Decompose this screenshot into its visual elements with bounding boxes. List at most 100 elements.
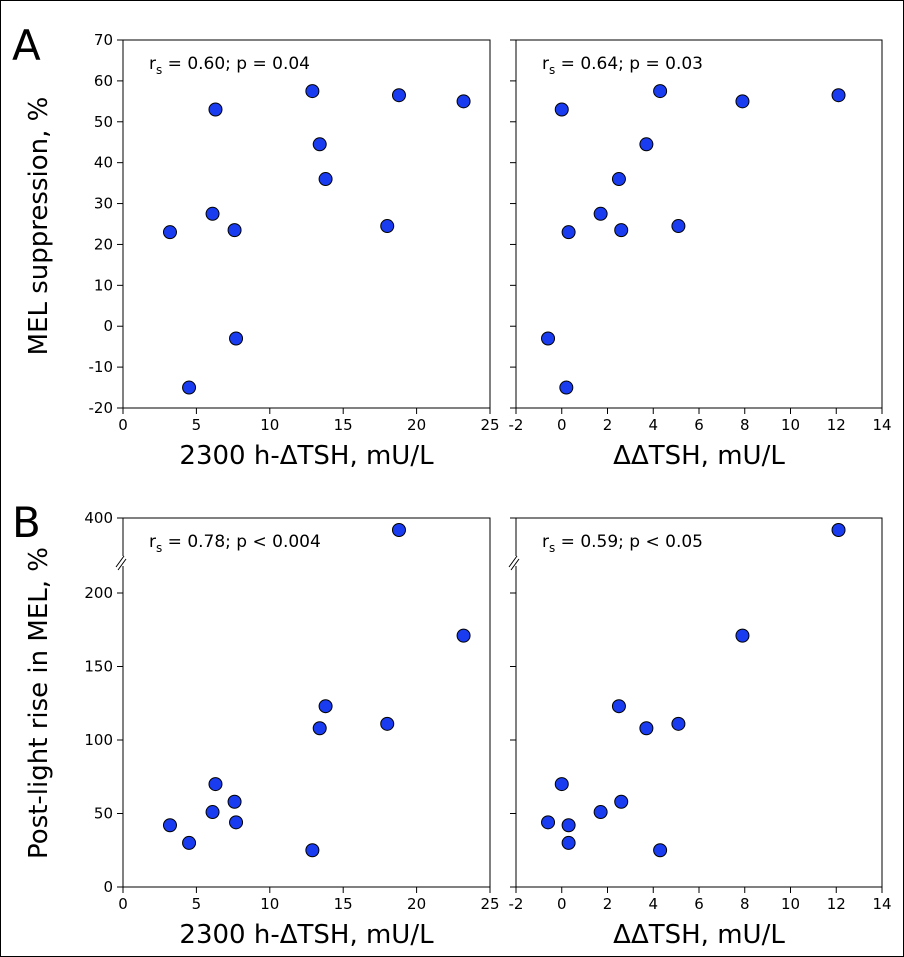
data-point (614, 223, 629, 238)
data-point (735, 628, 750, 643)
data-point (456, 94, 471, 109)
data-point (541, 331, 556, 346)
axis-break-mark (117, 558, 127, 571)
x-tick-label: 8 (740, 895, 750, 913)
data-point (380, 716, 395, 731)
x-tick-label: 0 (557, 416, 567, 434)
panel-letter-b: B (12, 498, 41, 547)
y-tick-label-top: 400 (84, 509, 113, 527)
y-tick-label: 10 (94, 276, 113, 294)
correlation-annotation: rs = 0.78; p < 0.004 (149, 532, 321, 555)
ylabel-a: MEL suppression, % (24, 97, 54, 356)
data-point (318, 172, 333, 187)
data-point (205, 206, 220, 221)
y-tick-label: -20 (89, 399, 114, 417)
correlation-annotation: rs = 0.60; p = 0.04 (149, 54, 310, 77)
plot-frame (122, 39, 491, 409)
data-point (639, 721, 654, 736)
x-tick-label: 10 (781, 416, 800, 434)
x-tick-label: 6 (694, 895, 704, 913)
axis-break-mark (115, 555, 125, 568)
y-tick-label: 150 (84, 658, 113, 676)
x-tick-label: 4 (648, 895, 658, 913)
x-tick-label: 10 (260, 895, 279, 913)
data-point (208, 777, 223, 792)
x-tick-label: 6 (694, 416, 704, 434)
y-tick-label: -10 (89, 358, 114, 376)
data-point (559, 380, 574, 395)
plot-frame (122, 517, 491, 888)
data-point (735, 94, 750, 109)
x-tick-label: 12 (827, 895, 846, 913)
data-point (162, 225, 177, 240)
x-tick-label: 20 (407, 895, 426, 913)
axis-break-mark (508, 555, 518, 568)
data-point (305, 843, 320, 858)
x-tick-label: 14 (872, 895, 891, 913)
data-point (614, 794, 629, 809)
y-tick-label: 0 (103, 878, 113, 896)
x-tick-label: 10 (260, 416, 279, 434)
data-point (593, 206, 608, 221)
y-tick-label: 40 (94, 154, 113, 172)
data-point (318, 699, 333, 714)
panel-b-left: 0 5 10 15 20 25 0 50 100 150 200 400 rs = 0.78; p < … (84, 509, 499, 950)
data-point (227, 223, 242, 238)
x-axis-label: ΔΔTSH, mU/L (613, 920, 785, 950)
y-tick-label: 0 (103, 317, 113, 335)
data-point (831, 88, 846, 103)
x-axis-label: 2300 h-ΔTSH, mU/L (179, 441, 434, 471)
data-point (653, 843, 668, 858)
correlation-annotation: rs = 0.59; p < 0.05 (542, 532, 703, 555)
x-tick-label: 15 (334, 416, 353, 434)
data-point (554, 102, 569, 117)
data-point (182, 380, 197, 395)
x-tick-label: 8 (740, 416, 750, 434)
y-tick-label: 20 (94, 235, 113, 253)
data-point (205, 805, 220, 820)
y-tick-label: 100 (84, 731, 113, 749)
data-point (391, 523, 406, 537)
y-tick-label: 30 (94, 195, 113, 213)
data-point (182, 835, 197, 850)
axis-break-gap (513, 556, 519, 566)
data-point (541, 815, 556, 830)
data-point (639, 137, 654, 152)
data-point (229, 815, 244, 830)
x-axis-label: ΔΔTSH, mU/L (613, 441, 785, 471)
correlation-annotation: rs = 0.64; p = 0.03 (542, 54, 703, 77)
data-point (554, 777, 569, 792)
x-tick-label: 0 (118, 416, 128, 434)
panel-letter-a: A (12, 21, 41, 70)
data-point (456, 628, 471, 643)
x-tick-label: 5 (192, 416, 202, 434)
x-tick-label: 15 (334, 895, 353, 913)
x-tick-label: 25 (480, 416, 499, 434)
x-tick-label: 4 (648, 416, 658, 434)
data-point (611, 172, 626, 187)
data-point (312, 137, 327, 152)
panel-a-left: 0 5 10 15 20 25 -20 -10 0 10 20 30 40 50 60 70 rs = 0.60… (89, 31, 500, 471)
axis-break-gap (120, 556, 126, 566)
data-point (391, 88, 406, 103)
panel-a-right: -2 0 2 4 6 8 10 12 14 rs = 0.64; p = 0.03 ΔΔTSH, m… (509, 39, 892, 471)
data-point (380, 219, 395, 234)
data-point (561, 818, 576, 833)
x-tick-label: 10 (781, 895, 800, 913)
x-tick-label: 25 (480, 895, 499, 913)
y-tick-label: 60 (94, 72, 113, 90)
data-point (593, 805, 608, 820)
x-tick-label: -2 (509, 416, 524, 434)
x-axis-label: 2300 h-ΔTSH, mU/L (179, 920, 434, 950)
x-tick-label: 14 (872, 416, 891, 434)
x-tick-label: 0 (118, 895, 128, 913)
x-tick-label: 0 (557, 895, 567, 913)
x-tick-label: 2 (603, 416, 613, 434)
panel-b-right: -2 0 2 4 6 8 10 12 14 rs = 0.59; p < 0.05 ΔΔTSH, m… (508, 517, 892, 950)
data-point (561, 225, 576, 240)
data-point (611, 699, 626, 714)
x-tick-label: 12 (827, 416, 846, 434)
data-point (208, 102, 223, 117)
